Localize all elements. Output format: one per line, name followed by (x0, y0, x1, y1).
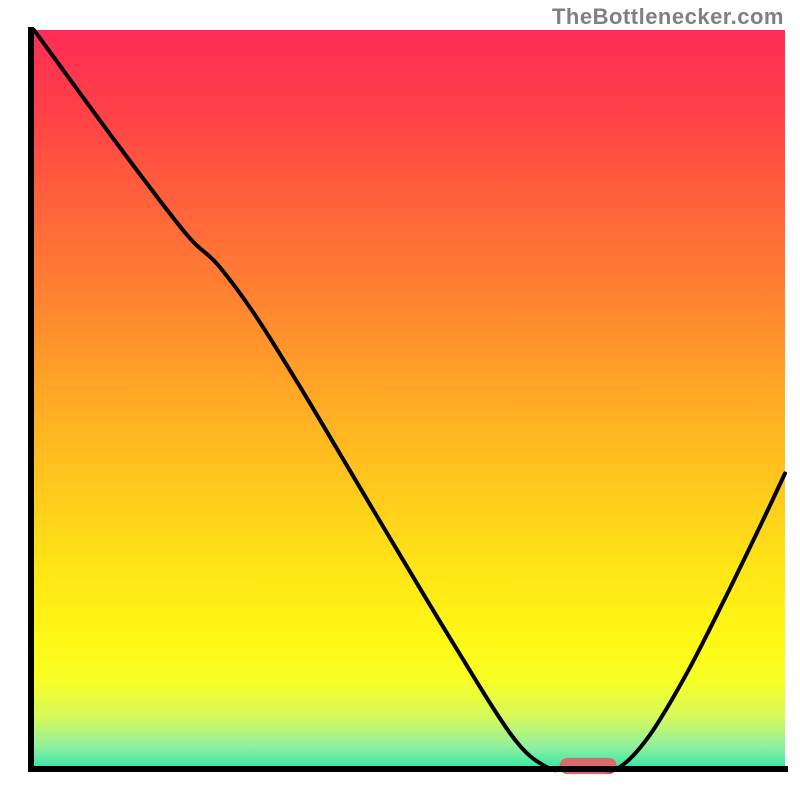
watermark-text: TheBottlenecker.com (552, 4, 784, 30)
bottleneck-chart: TheBottlenecker.com (0, 0, 800, 800)
chart-svg (0, 0, 800, 800)
plot-background (31, 30, 785, 769)
